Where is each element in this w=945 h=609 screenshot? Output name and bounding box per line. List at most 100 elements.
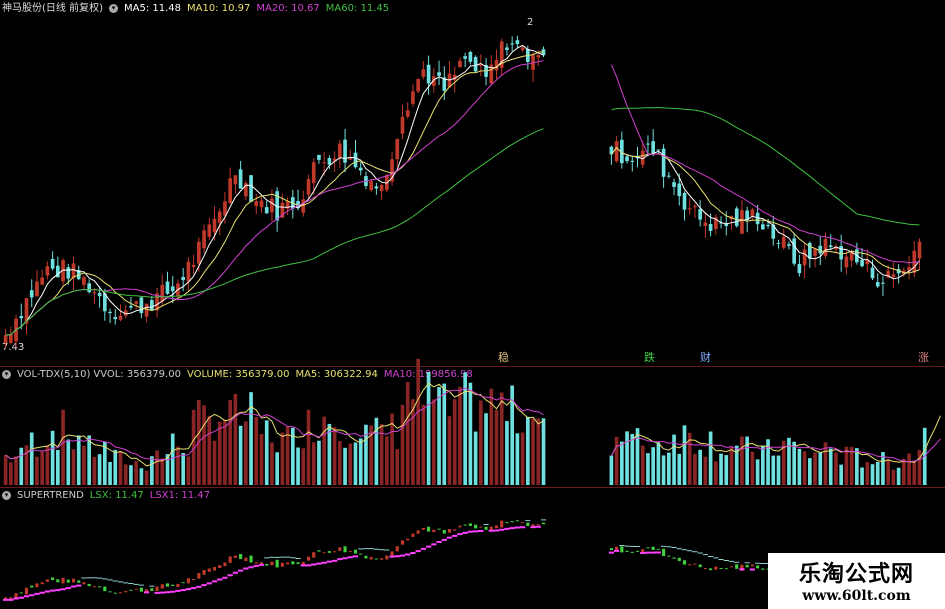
candle-body [301, 199, 306, 213]
volume-bar [71, 449, 76, 485]
candle-body [317, 154, 321, 160]
candle-body [395, 139, 400, 160]
volume-bar [687, 432, 692, 485]
volume-bar [322, 416, 326, 485]
volume-bar [834, 452, 838, 485]
volume-bar [520, 432, 525, 485]
volume-bar [729, 447, 734, 485]
volume-bar [855, 448, 859, 485]
volume-bar [813, 452, 817, 485]
pane-divider[interactable] [0, 366, 945, 367]
volume-bar [353, 442, 358, 485]
supertrend-candle [709, 568, 713, 571]
supertrend-candle [30, 585, 34, 588]
candle-body [808, 242, 812, 259]
supertrend-candle [197, 573, 201, 579]
volume-bar [667, 452, 671, 485]
volume-bar [912, 461, 917, 485]
candle-body [56, 265, 60, 278]
volume-bar [468, 382, 473, 485]
candle-body [264, 207, 269, 214]
settings-icon[interactable]: ▾ [108, 3, 118, 13]
volume-bar [844, 446, 849, 485]
candle-body [745, 210, 749, 221]
candle-body [839, 246, 843, 260]
candle-body [270, 198, 274, 213]
volume-bar [896, 467, 901, 485]
supertrend-candle [672, 557, 676, 559]
candle-body [802, 249, 807, 266]
candle-body [358, 167, 363, 171]
volume-bar [630, 433, 635, 485]
volume-bar [364, 424, 368, 485]
candle-body [338, 143, 342, 158]
volume-bar [264, 420, 269, 485]
supertrend-candle [150, 588, 154, 591]
volume-bar [113, 449, 118, 485]
volume-bar [682, 425, 687, 485]
supertrend-candle [724, 568, 728, 570]
candle-body [442, 77, 447, 91]
volume-bar [35, 456, 39, 485]
candle-body [374, 186, 379, 189]
supertrend-candle [228, 556, 232, 563]
supertrend-candle [51, 577, 55, 581]
volume-bar [160, 458, 165, 485]
candle-body [452, 74, 457, 81]
candle-body [881, 282, 885, 284]
volume-bar [740, 436, 744, 485]
volume-bar [134, 460, 138, 485]
volume-bar [766, 439, 770, 485]
supertrend-candle [541, 522, 546, 525]
supertrend-candle [411, 533, 415, 537]
volume-bar [92, 456, 97, 485]
volume-bar [9, 462, 13, 485]
supertrend-candle [249, 555, 253, 563]
supertrend-candle [395, 546, 399, 552]
volume-bar [228, 400, 232, 485]
volume-bar [40, 451, 44, 485]
volume-bar [144, 470, 149, 485]
supertrend-name: SUPERTREND [17, 490, 84, 501]
ma10-label: MA10: 10.97 [187, 3, 251, 14]
settings-icon[interactable]: ▾ [2, 490, 11, 500]
volume-bar [808, 458, 812, 485]
supertrend-candle [750, 564, 754, 567]
supertrend-candle [662, 548, 666, 556]
candle-body [92, 292, 97, 294]
settings-icon[interactable]: ▾ [2, 369, 11, 379]
watermark-title: 乐淘公式网 [798, 562, 914, 587]
candle-body [254, 201, 259, 207]
candle-body [296, 201, 300, 208]
supertrend-candle [646, 547, 650, 549]
supertrend-candle [479, 526, 483, 528]
candle-body [818, 245, 823, 254]
candle-body [432, 76, 436, 86]
watermark: 乐淘公式网 www.60lt.com [768, 553, 945, 609]
volume-bar [56, 449, 60, 485]
volume-bar [656, 442, 661, 485]
pane-divider[interactable] [0, 487, 945, 488]
candle-body [191, 264, 196, 268]
volume-bar [614, 436, 619, 485]
candle-body [661, 148, 666, 177]
volume-bar [473, 431, 478, 485]
supertrend-candle [181, 582, 185, 584]
volume-bar [698, 449, 702, 485]
volume-bar [108, 461, 112, 485]
candle-body [787, 244, 791, 246]
volume-bar [254, 417, 259, 485]
candle-body [687, 208, 692, 210]
supertrend-candle [134, 588, 138, 590]
supertrend-candle [202, 570, 206, 575]
volume-bar [29, 432, 34, 485]
candle-body [327, 158, 332, 165]
supertrend-candle [218, 565, 222, 569]
ma10-line [5, 51, 920, 336]
volume-bar [458, 386, 462, 485]
candle-body [353, 152, 358, 168]
vol-name: VOL-TDX(5,10) [17, 369, 91, 380]
supertrend-candle [390, 551, 394, 558]
candle-body [71, 263, 76, 278]
